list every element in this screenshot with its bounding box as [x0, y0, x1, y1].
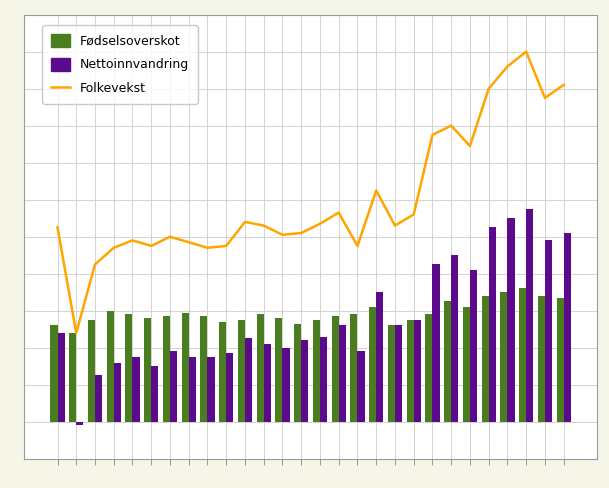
- Bar: [226, 353, 233, 422]
- Legend: Fødselsoverskot, Nettoinnvandring, Folkevekst: Fødselsoverskot, Nettoinnvandring, Folke…: [42, 25, 197, 104]
- Bar: [294, 324, 301, 422]
- Bar: [200, 316, 208, 422]
- Bar: [219, 322, 226, 422]
- Bar: [432, 264, 440, 422]
- Bar: [275, 318, 283, 422]
- Bar: [51, 325, 57, 422]
- Bar: [144, 318, 151, 422]
- Bar: [76, 422, 83, 426]
- Bar: [557, 298, 564, 422]
- Bar: [463, 307, 470, 422]
- Bar: [114, 363, 121, 422]
- Bar: [57, 333, 65, 422]
- Bar: [425, 314, 432, 422]
- Bar: [470, 270, 477, 422]
- Bar: [283, 347, 290, 422]
- Bar: [69, 333, 76, 422]
- Bar: [320, 337, 327, 422]
- Bar: [407, 320, 414, 422]
- Bar: [181, 312, 189, 422]
- Bar: [163, 316, 170, 422]
- Bar: [369, 307, 376, 422]
- Bar: [339, 325, 346, 422]
- Bar: [133, 357, 139, 422]
- Bar: [414, 320, 421, 422]
- Bar: [519, 288, 526, 422]
- Bar: [526, 209, 533, 422]
- Bar: [189, 357, 196, 422]
- Bar: [331, 316, 339, 422]
- Bar: [350, 314, 357, 422]
- Bar: [107, 311, 114, 422]
- Bar: [444, 302, 451, 422]
- Bar: [170, 351, 177, 422]
- Bar: [313, 320, 320, 422]
- Bar: [264, 344, 271, 422]
- Bar: [151, 366, 158, 422]
- Bar: [501, 292, 507, 422]
- Bar: [488, 227, 496, 422]
- Bar: [301, 340, 308, 422]
- Bar: [564, 233, 571, 422]
- Bar: [482, 296, 488, 422]
- Bar: [376, 292, 383, 422]
- Bar: [245, 339, 252, 422]
- Bar: [238, 320, 245, 422]
- Bar: [125, 314, 133, 422]
- Bar: [388, 325, 395, 422]
- Bar: [507, 218, 515, 422]
- Bar: [95, 375, 102, 422]
- Bar: [88, 320, 95, 422]
- Bar: [538, 296, 545, 422]
- Bar: [256, 314, 264, 422]
- Bar: [545, 241, 552, 422]
- Bar: [208, 357, 214, 422]
- Bar: [395, 325, 402, 422]
- Bar: [451, 255, 459, 422]
- Bar: [357, 351, 365, 422]
